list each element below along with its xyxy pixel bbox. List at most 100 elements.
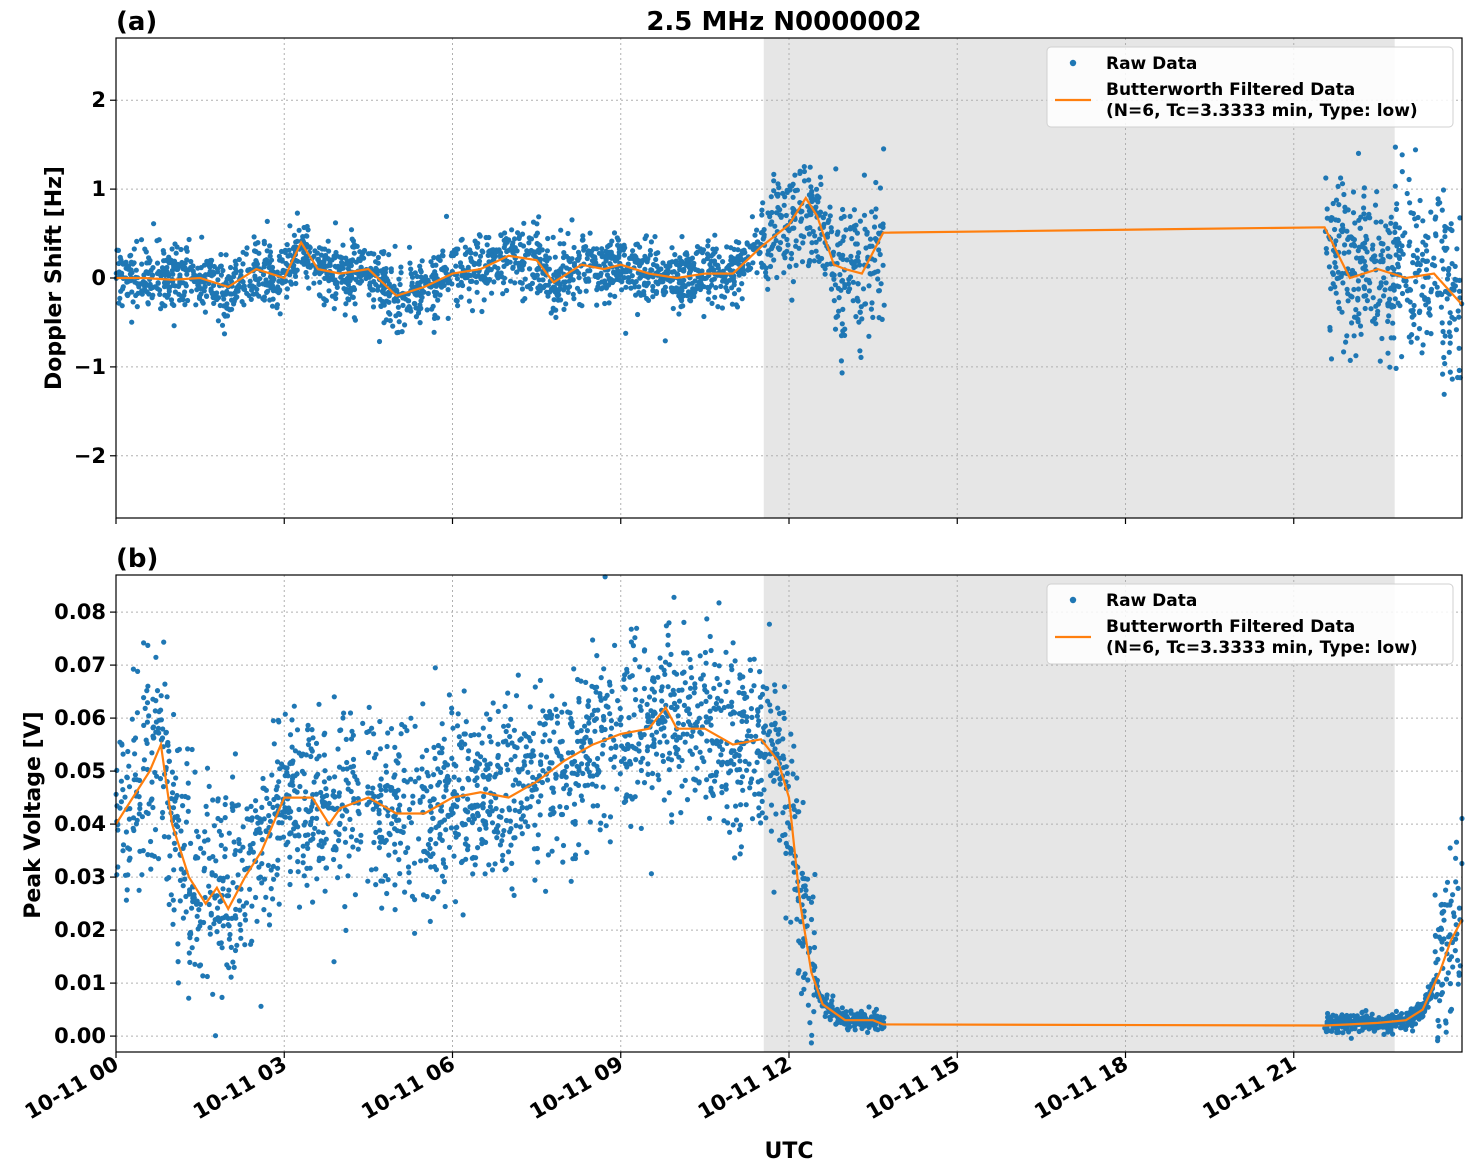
raw-data-point	[406, 870, 411, 875]
raw-data-point	[348, 765, 353, 770]
raw-data-point	[184, 761, 189, 766]
raw-data-point	[730, 721, 735, 726]
raw-data-point	[1385, 246, 1390, 251]
raw-data-point	[741, 709, 746, 714]
raw-data-point	[809, 917, 814, 922]
raw-data-point	[482, 297, 487, 302]
raw-data-point	[322, 276, 327, 281]
raw-data-point	[714, 246, 719, 251]
raw-data-point	[1441, 329, 1446, 334]
raw-data-point	[606, 282, 611, 287]
raw-data-point	[402, 778, 407, 783]
raw-data-point	[554, 836, 559, 841]
raw-data-point	[288, 782, 293, 787]
raw-data-point	[635, 780, 640, 785]
raw-data-point	[154, 774, 159, 779]
raw-data-point	[223, 802, 228, 807]
raw-data-point	[848, 1008, 853, 1013]
raw-data-point	[267, 912, 272, 917]
raw-data-point	[158, 708, 163, 713]
raw-data-point	[415, 274, 420, 279]
raw-data-point	[389, 821, 394, 826]
raw-data-point	[728, 245, 733, 250]
raw-data-point	[240, 845, 245, 850]
raw-data-point	[774, 771, 779, 776]
raw-data-point	[1431, 256, 1436, 261]
raw-data-point	[812, 258, 817, 263]
raw-data-point	[873, 1026, 878, 1031]
raw-data-point	[707, 816, 712, 821]
raw-data-point	[801, 987, 806, 992]
raw-data-point	[758, 792, 763, 797]
raw-data-point	[583, 783, 588, 788]
raw-data-point	[706, 297, 711, 302]
raw-data-point	[365, 879, 370, 884]
raw-data-point	[759, 212, 764, 217]
raw-data-point	[487, 776, 492, 781]
raw-data-point	[205, 766, 210, 771]
raw-data-point	[262, 877, 267, 882]
raw-data-point	[205, 812, 210, 817]
raw-data-point	[840, 370, 845, 375]
raw-data-point	[439, 750, 444, 755]
raw-data-point	[659, 665, 664, 670]
raw-data-point	[504, 866, 509, 871]
raw-data-point	[275, 835, 280, 840]
raw-data-point	[506, 849, 511, 854]
raw-data-point	[855, 281, 860, 286]
raw-data-point	[843, 227, 848, 232]
raw-data-point	[475, 783, 480, 788]
raw-data-point	[219, 272, 224, 277]
raw-data-point	[141, 723, 146, 728]
raw-data-point	[704, 276, 709, 281]
raw-data-point	[316, 829, 321, 834]
raw-data-point	[735, 247, 740, 252]
raw-data-point	[588, 819, 593, 824]
raw-data-point	[1418, 262, 1423, 267]
raw-data-point	[534, 267, 539, 272]
raw-data-point	[1325, 216, 1330, 221]
raw-data-point	[237, 908, 242, 913]
raw-data-point	[1378, 283, 1383, 288]
raw-data-point	[507, 734, 512, 739]
raw-data-point	[513, 245, 518, 250]
raw-data-point	[164, 265, 169, 270]
raw-data-point	[528, 804, 533, 809]
raw-data-point	[1349, 320, 1354, 325]
raw-data-point	[1394, 207, 1399, 212]
raw-data-point	[202, 868, 207, 873]
raw-data-point	[1352, 333, 1357, 338]
raw-data-point	[430, 816, 435, 821]
raw-data-point	[434, 867, 439, 872]
raw-data-point	[608, 839, 613, 844]
raw-data-point	[444, 788, 449, 793]
raw-data-point	[738, 851, 743, 856]
raw-data-point	[230, 774, 235, 779]
raw-data-point	[1417, 310, 1422, 315]
raw-data-point	[575, 764, 580, 769]
raw-data-point	[120, 787, 125, 792]
raw-data-point	[678, 810, 683, 815]
raw-data-point	[349, 834, 354, 839]
raw-data-point	[118, 257, 123, 262]
raw-data-point	[238, 936, 243, 941]
raw-data-point	[508, 260, 513, 265]
raw-data-point	[355, 244, 360, 249]
raw-data-point	[119, 271, 124, 276]
raw-data-point	[807, 1020, 812, 1025]
raw-data-point	[420, 701, 425, 706]
raw-data-point	[141, 695, 146, 700]
raw-data-point	[354, 260, 359, 265]
raw-data-point	[598, 827, 603, 832]
raw-data-point	[780, 810, 785, 815]
raw-data-point	[605, 272, 610, 277]
raw-data-point	[712, 276, 717, 281]
raw-data-point	[505, 767, 510, 772]
raw-data-point	[681, 722, 686, 727]
raw-data-point	[419, 766, 424, 771]
raw-data-point	[804, 213, 809, 218]
raw-data-point	[648, 267, 653, 272]
raw-data-point	[715, 676, 720, 681]
raw-data-point	[586, 698, 591, 703]
raw-data-point	[250, 815, 255, 820]
